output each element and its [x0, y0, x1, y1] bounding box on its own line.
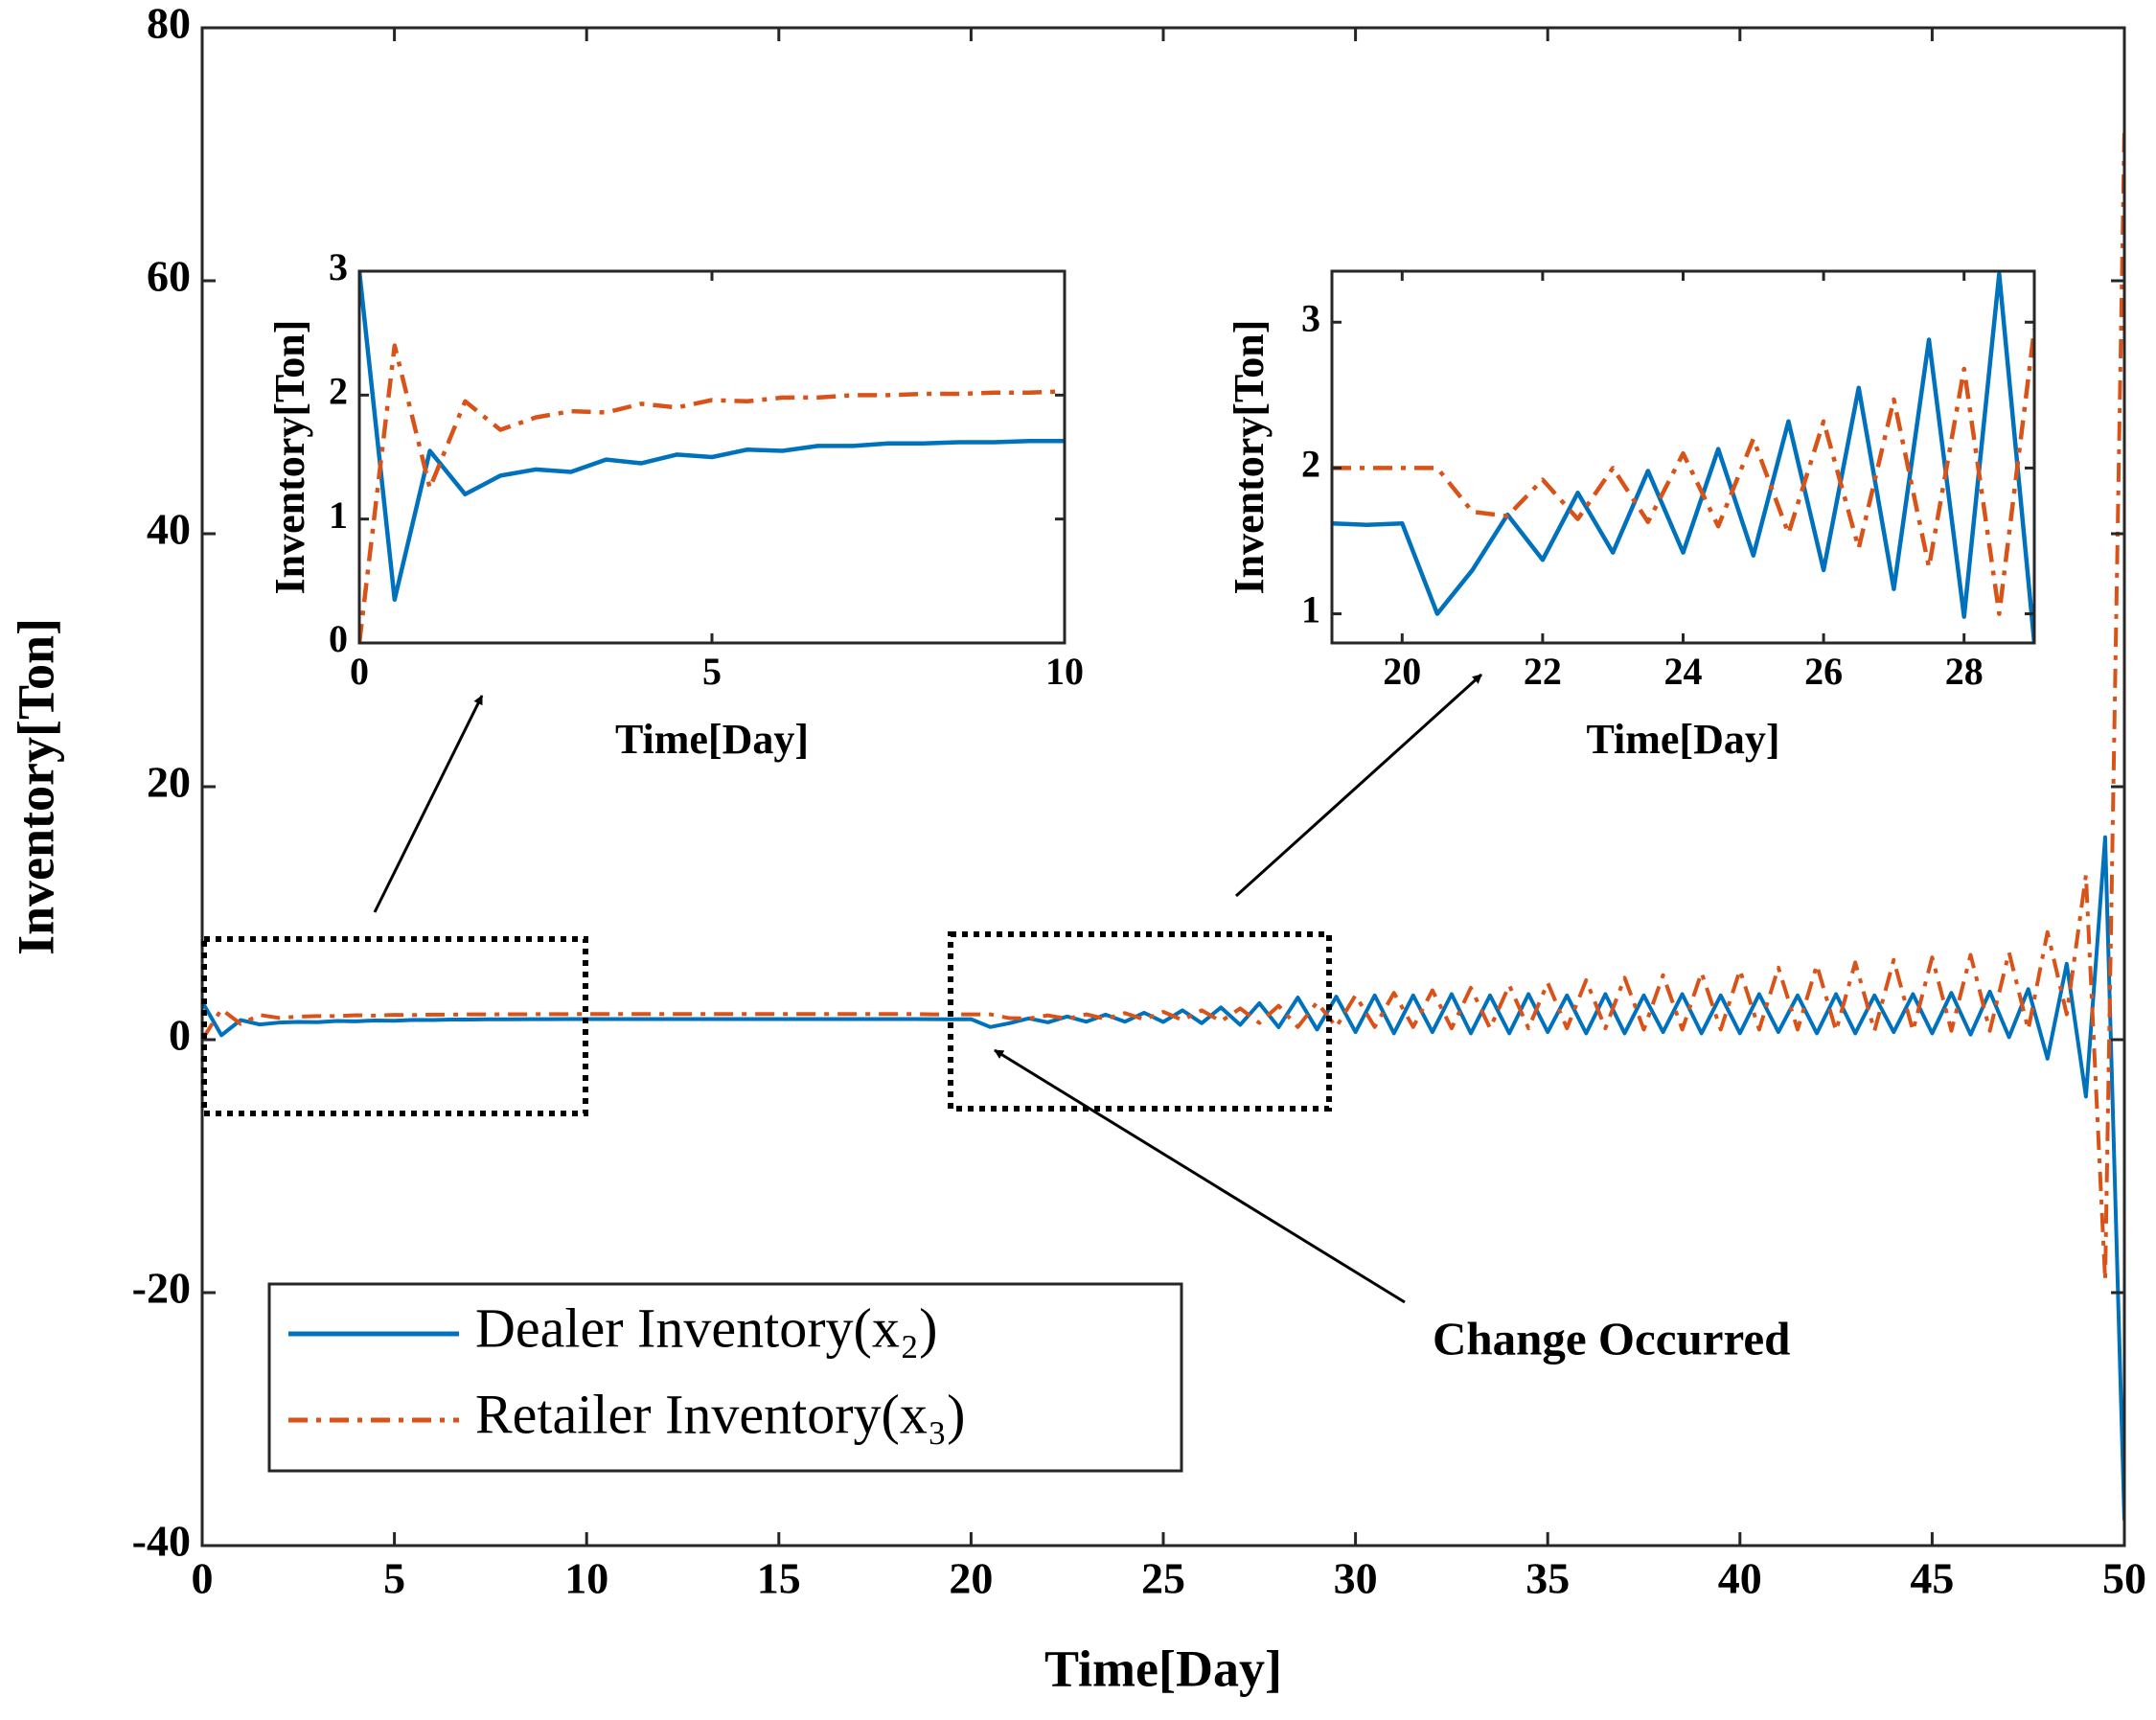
x-tick-label: 30 [1334, 1554, 1378, 1603]
x-tick-label: 45 [1910, 1554, 1954, 1603]
x-tick-label: 0 [350, 650, 369, 693]
arrow [1234, 673, 1483, 898]
y-tick-label: 2 [329, 370, 348, 413]
y-tick-label: 0 [329, 617, 348, 660]
annotations: Change Occurred [201, 673, 1790, 1365]
y-axis-label: Inventory[Ton] [1226, 320, 1273, 595]
x-tick-label: 15 [757, 1554, 801, 1603]
x-tick-label: 0 [192, 1554, 214, 1603]
y-tick-label: 3 [1301, 296, 1320, 339]
x-tick-label: 5 [383, 1554, 405, 1603]
x-tick-label: 5 [702, 650, 722, 693]
x-tick-label: 25 [1141, 1554, 1185, 1603]
legend-label: Retailer Inventory(x₃) [475, 1383, 965, 1445]
x-tick-label: 50 [2102, 1554, 2146, 1603]
x-tick-label: 20 [949, 1554, 993, 1603]
y-tick-label: 2 [1301, 443, 1320, 486]
y-tick-label: 40 [147, 505, 191, 554]
x-tick-label: 26 [1804, 650, 1843, 693]
series-line [202, 835, 2124, 1521]
y-tick-label: 80 [147, 0, 191, 48]
y-axis-label: Inventory[Ton] [7, 618, 64, 955]
series-line [1332, 271, 2034, 643]
annotation: Change Occurred [1433, 1312, 1790, 1365]
series-line [359, 343, 1065, 643]
y-tick-label: 60 [147, 252, 191, 301]
x-tick-label: 40 [1718, 1554, 1762, 1603]
series-line [1332, 329, 2034, 616]
legend-label: Dealer Inventory(x₂) [475, 1296, 937, 1359]
zoom-box [948, 931, 1332, 1112]
x-axis-label: Time[Day] [1044, 1640, 1282, 1697]
x-tick-label: 28 [1945, 650, 1984, 693]
legend: Dealer Inventory(x₂) Retailer Inventory(x… [267, 1282, 1183, 1473]
y-tick-label: 0 [169, 1011, 191, 1060]
arrow [373, 695, 484, 913]
x-tick-label: 22 [1524, 650, 1562, 693]
y-tick-label: -40 [132, 1517, 191, 1566]
y-tick-label: 1 [329, 493, 348, 537]
zoom-box [201, 936, 588, 1116]
y-tick-label: 1 [1301, 588, 1320, 631]
y-axis-label: Inventory[Ton] [266, 320, 313, 595]
x-axis-label: Time[Day] [615, 716, 809, 763]
series-line [359, 271, 1065, 602]
x-tick-label: 24 [1664, 650, 1703, 693]
series-line [202, 128, 2124, 1282]
y-tick-label: 3 [329, 245, 348, 288]
legend-box [267, 1282, 1183, 1473]
x-tick-label: 10 [1045, 650, 1084, 693]
x-tick-label: 35 [1525, 1554, 1570, 1603]
x-axis-label: Time[Day] [1586, 716, 1779, 763]
x-tick-label: 20 [1383, 650, 1421, 693]
x-tick-label: 10 [564, 1554, 608, 1603]
y-tick-label: -20 [132, 1264, 191, 1313]
arrow [994, 1048, 1406, 1304]
y-tick-label: 20 [147, 758, 191, 807]
insets: 0 5 10 0 1 2 3 Time[Day] Inventory[Ton] 20 22 24 26 2… [266, 245, 2036, 763]
